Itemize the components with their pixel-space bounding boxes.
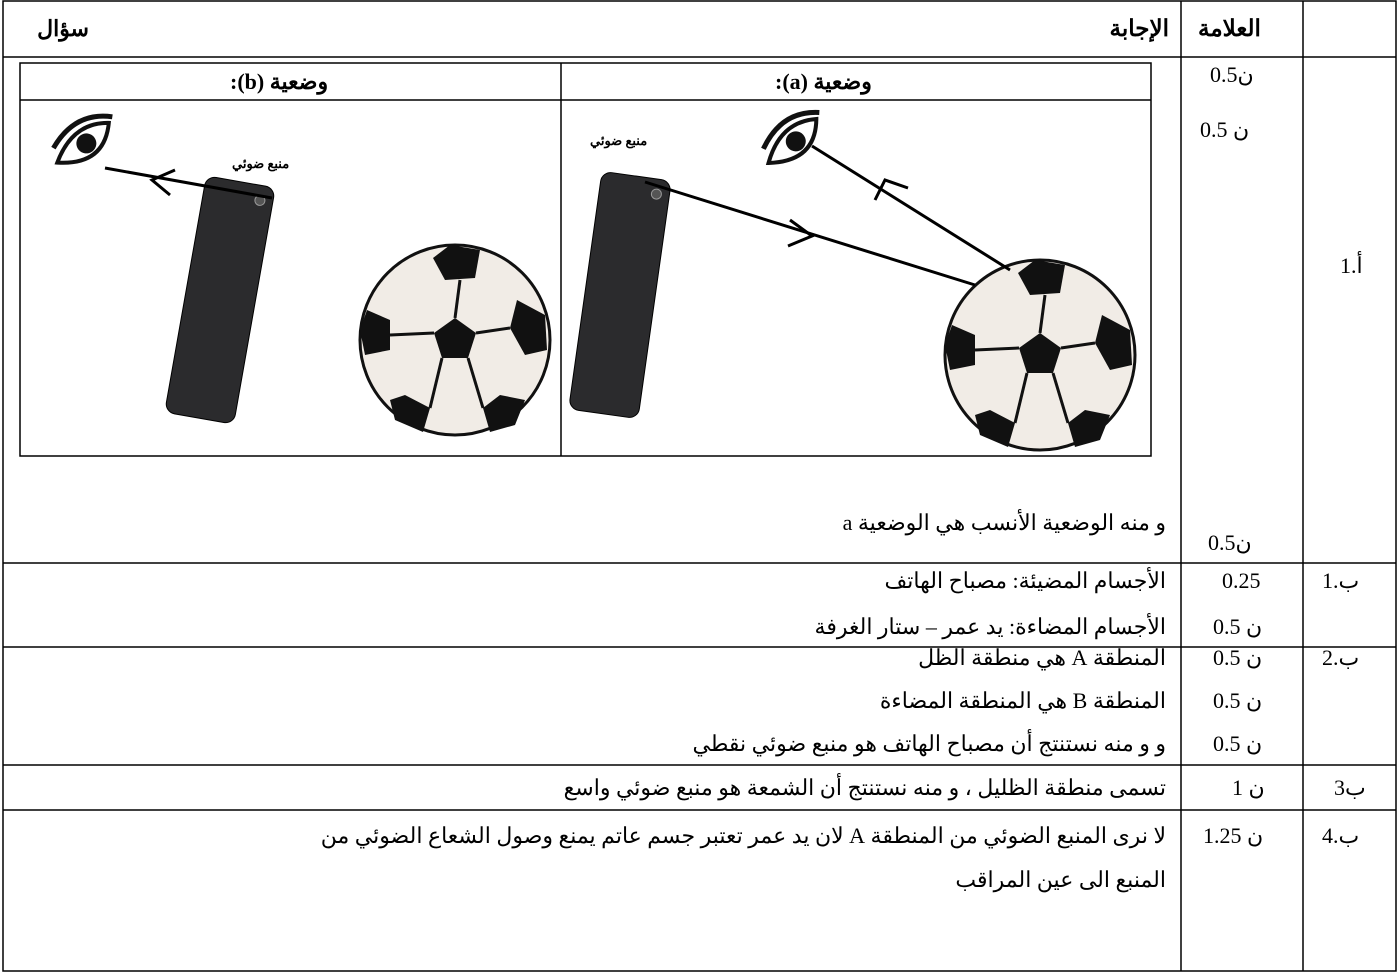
answer-line: المنبع الى عين المراقب [955,867,1166,892]
mark: 1 ن [1232,775,1265,800]
mark: 0.5ن [1210,62,1254,87]
mark: 0.5ن [1208,530,1252,555]
question: 1.أ [1340,253,1363,278]
question: ب.4 [1322,823,1360,848]
header-marks: العلامة [1198,16,1261,41]
answer-line: و و منه نستنتج أن مصباح الهاتف هو منبع ض… [692,731,1166,756]
answer-line: الأجسام المضاءة: يد عمر – ستار الغرفة [814,614,1166,639]
answer-line: و منه الوضعية الأنسب هي الوضعية a [842,510,1166,535]
inner-table [19,62,1152,457]
question: 3ب [1334,775,1366,800]
situation-b-drawing [48,112,552,437]
mark: 0.25 [1222,568,1261,593]
situation-title: وضعية (b): [230,69,329,94]
question: ب.2 [1322,645,1360,670]
answer-line: المنطقة A هي منطقة الظل [918,645,1166,670]
mark: 0.5 ن [1200,117,1250,142]
header-question: سؤال [37,16,89,41]
answer-line: تسمى منطقة الظليل ، و منه نستنتج أن الشم… [563,775,1166,800]
mark: 0.5 ن [1213,731,1263,756]
question: ب.1 [1322,568,1360,593]
answer-line: لا نرى المنبع الضوئي من المنطقة A لان يد… [320,823,1166,848]
header-answer: الإجابة [1109,16,1169,41]
light-source-label: منبع ضوئي [590,133,648,148]
mark: 0.5 ن [1213,614,1263,639]
mark: 1.25 ن [1203,823,1264,848]
situation-title: وضعية (a): [775,69,872,94]
mark: 0.5 ن [1213,688,1263,713]
answer-line: الأجسام المضيئة: مصباح الهاتف [884,568,1166,593]
situation-a-drawing [568,108,1137,452]
light-source-label: منبع ضوئي [232,156,290,171]
mark: 0.5 ن [1213,645,1263,670]
answer-line: المنطقة B هي المنطقة المضاءة [879,688,1166,713]
